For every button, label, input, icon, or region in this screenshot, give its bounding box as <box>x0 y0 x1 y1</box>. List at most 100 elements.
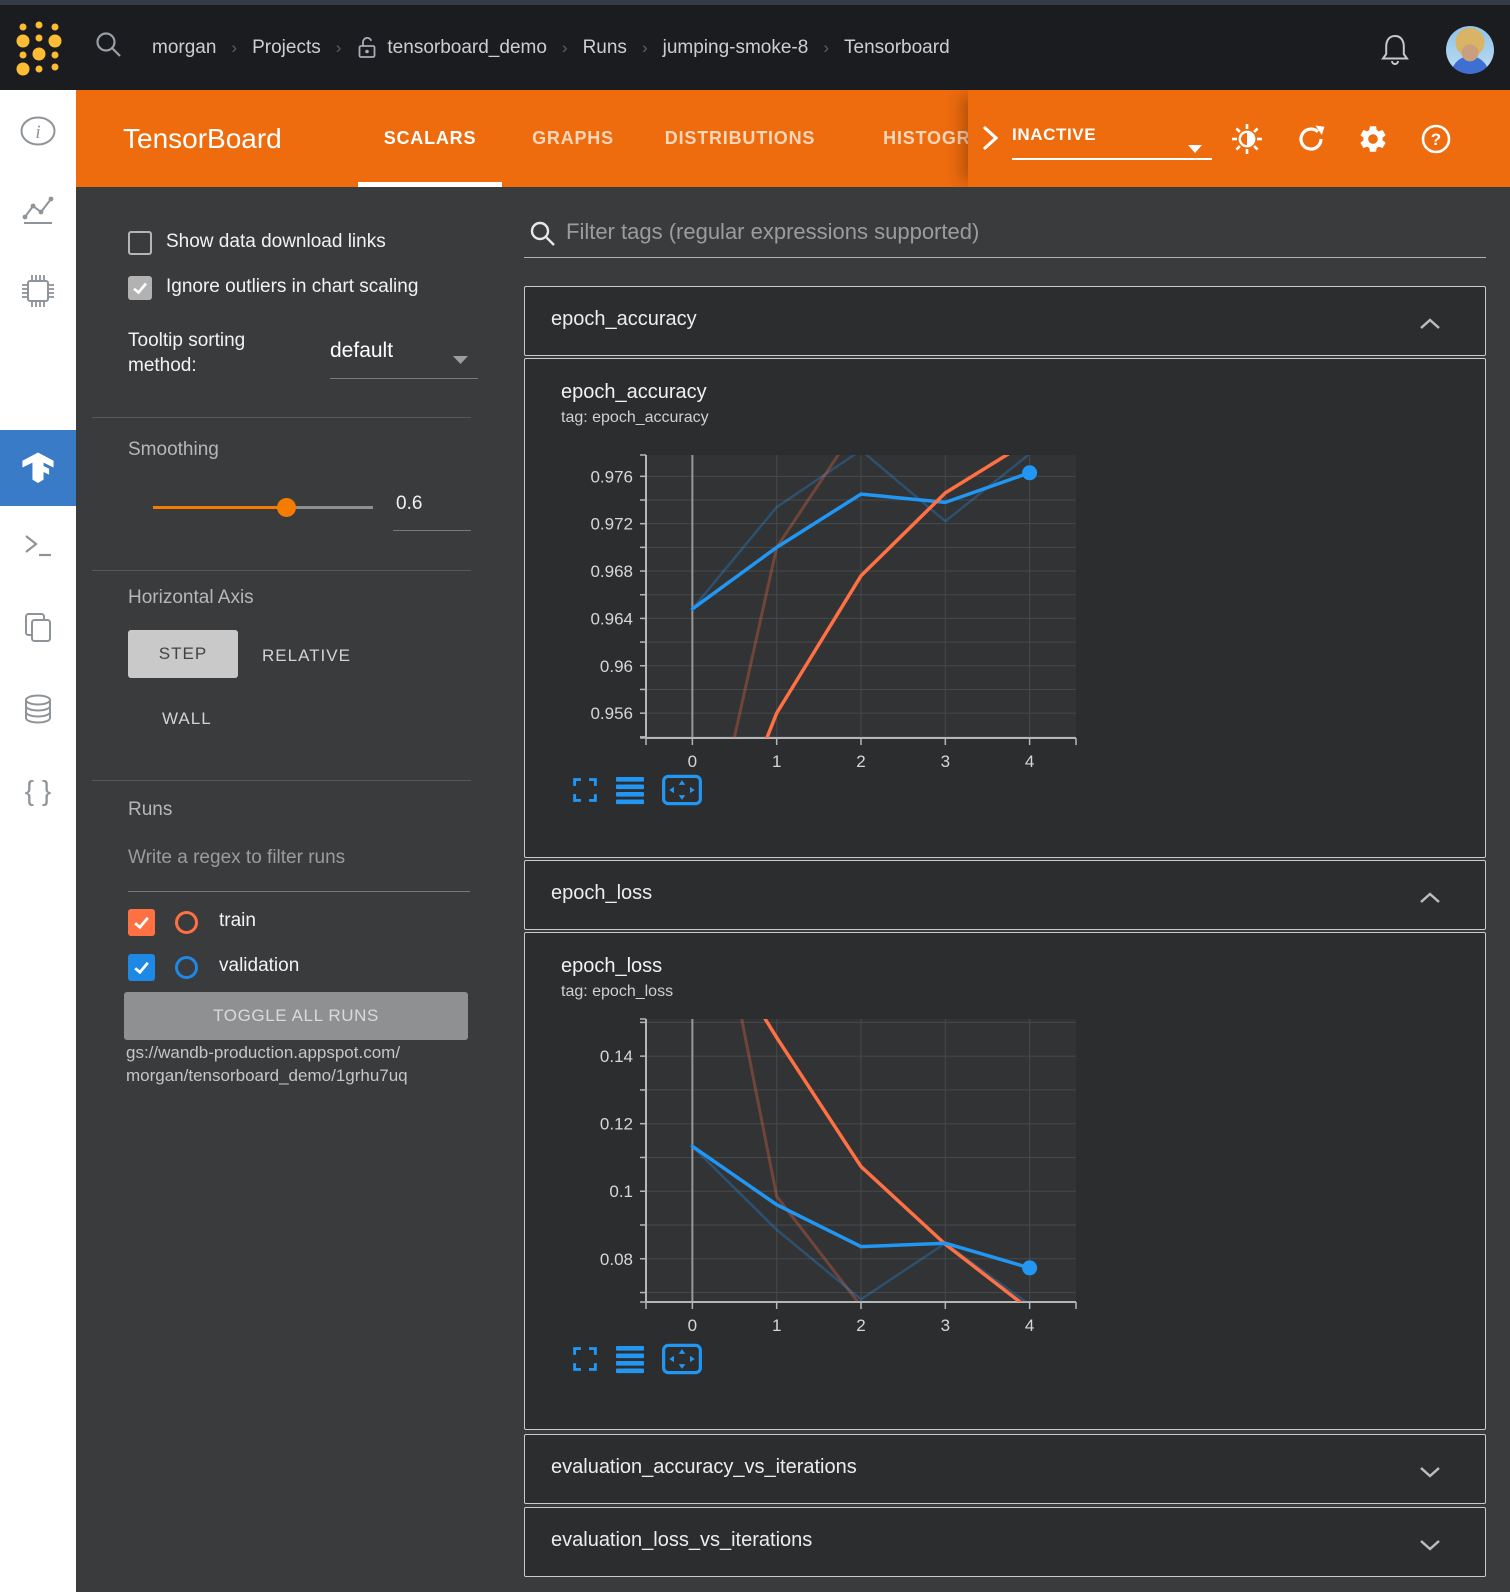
chevron-up-icon[interactable] <box>1419 317 1441 335</box>
chevron-up-icon[interactable] <box>1419 891 1441 909</box>
refresh-icon[interactable] <box>1295 123 1327 155</box>
ignore-outliers-checkbox[interactable] <box>128 276 152 300</box>
tooltip-sorting-label-line1: Tooltip sorting <box>128 330 246 351</box>
run-train-color-swatch <box>175 911 198 934</box>
section-title: epoch_accuracy <box>551 308 697 330</box>
breadcrumb-separator: › <box>823 37 830 57</box>
fullscreen-icon[interactable] <box>571 776 599 804</box>
status-select[interactable]: INACTIVE <box>1012 118 1212 160</box>
breadcrumb-tensorboard[interactable]: Tensorboard <box>844 36 950 58</box>
sidebar-item-info[interactable]: i <box>0 93 76 169</box>
chevron-down-icon[interactable] <box>1419 1465 1441 1483</box>
run-train-checkbox[interactable] <box>128 909 155 936</box>
runs-regex-input[interactable]: Write a regex to filter runs <box>128 847 346 868</box>
svg-text:2: 2 <box>856 752 865 771</box>
axis-step-button[interactable]: STEP <box>128 630 238 678</box>
show-download-links-checkbox[interactable] <box>128 231 152 255</box>
section-header-evaluation-accuracy[interactable]: evaluation_accuracy_vs_iterations <box>524 1434 1486 1504</box>
lock-open-icon <box>356 36 378 60</box>
fit-domain-icon[interactable] <box>661 1343 703 1375</box>
section-header-evaluation-loss[interactable]: evaluation_loss_vs_iterations <box>524 1507 1486 1577</box>
smoothing-slider-fill <box>153 506 286 509</box>
epoch-accuracy-chart[interactable]: 0 1 2 3 4 0.976 0.972 0.968 0.964 0.96 0.956 <box>547 449 1127 779</box>
section-title: epoch_loss <box>551 882 653 904</box>
run-validation-label: validation <box>219 955 300 976</box>
sidebar-item-artifacts[interactable] <box>0 671 76 747</box>
svg-text:4: 4 <box>1025 752 1034 771</box>
filter-tags-input[interactable]: Filter tags (regular expressions support… <box>566 219 980 244</box>
horizontal-axis-label: Horizontal Axis <box>128 587 254 608</box>
breadcrumb-project[interactable]: tensorboard_demo <box>387 36 547 58</box>
chart-title: epoch_loss <box>561 955 663 977</box>
section-header-epoch-accuracy[interactable]: epoch_accuracy <box>524 286 1486 356</box>
caret-down-icon <box>1188 132 1202 166</box>
data-lines-icon[interactable] <box>615 1344 645 1374</box>
svg-text:0.968: 0.968 <box>590 562 633 581</box>
section-header-epoch-loss[interactable]: epoch_loss <box>524 860 1486 930</box>
tensorboard-tabs: SCALARS GRAPHS DISTRIBUTIONS HISTOGRAMS <box>76 90 968 187</box>
smoothing-value-underline <box>393 530 471 531</box>
sidebar-item-config[interactable]: { } <box>0 753 76 829</box>
tensorflow-icon <box>22 452 54 483</box>
tooltip-sorting-select[interactable]: default <box>330 339 394 362</box>
chevron-down-icon[interactable] <box>1419 1538 1441 1556</box>
wandb-logo-icon[interactable] <box>0 5 76 90</box>
browser-top-strip <box>0 0 1510 5</box>
settings-gear-icon[interactable] <box>1357 123 1389 155</box>
sidebar-item-charts[interactable] <box>0 172 76 248</box>
svg-text:0.972: 0.972 <box>590 515 633 534</box>
fit-domain-icon[interactable] <box>661 774 703 806</box>
sidebar-item-logs[interactable] <box>0 507 76 583</box>
show-download-links-label: Show data download links <box>166 231 386 252</box>
svg-text:{ }: { } <box>25 775 51 806</box>
tensorboard-header: TensorBoard SCALARS GRAPHS DISTRIBUTIONS… <box>76 90 1510 187</box>
tab-graphs[interactable]: GRAPHS <box>532 128 614 148</box>
data-lines-icon[interactable] <box>615 775 645 805</box>
chevron-right-icon[interactable] <box>974 122 1006 154</box>
sidebar-item-files[interactable] <box>0 589 76 665</box>
user-avatar[interactable] <box>1446 26 1494 74</box>
tab-distributions[interactable]: DISTRIBUTIONS <box>664 128 816 148</box>
epoch-loss-chart[interactable]: 0 1 2 3 4 0.14 0.12 0.1 0.08 <box>547 1013 1127 1343</box>
filter-tags-underline <box>524 257 1486 258</box>
section-title: evaluation_loss_vs_iterations <box>551 1529 813 1551</box>
svg-text:4: 4 <box>1025 1316 1034 1335</box>
divider <box>92 570 471 571</box>
svg-text:3: 3 <box>941 752 950 771</box>
run-train-label: train <box>219 910 256 931</box>
smoothing-slider-knob[interactable] <box>277 498 296 517</box>
smoothing-value[interactable]: 0.6 <box>396 493 423 514</box>
breadcrumb-user[interactable]: morgan <box>152 36 217 58</box>
bell-icon[interactable] <box>1378 32 1412 73</box>
fullscreen-icon[interactable] <box>571 1345 599 1373</box>
chart-tag: tag: epoch_accuracy <box>561 409 709 426</box>
tab-scalars[interactable]: SCALARS <box>358 90 502 187</box>
brightness-icon[interactable] <box>1231 123 1263 155</box>
breadcrumb-separator: › <box>561 37 568 57</box>
sidebar-item-system[interactable] <box>0 253 76 329</box>
toggle-all-runs-button[interactable]: TOGGLE ALL RUNS <box>124 992 468 1040</box>
axis-wall-button[interactable]: WALL <box>162 709 212 728</box>
smoothing-slider[interactable] <box>153 498 373 517</box>
axis-relative-button[interactable]: RELATIVE <box>262 646 351 665</box>
sidebar-item-tensorboard[interactable] <box>0 430 76 506</box>
svg-text:?: ? <box>1431 130 1441 149</box>
breadcrumb-runs[interactable]: Runs <box>582 36 627 58</box>
svg-text:1: 1 <box>772 752 781 771</box>
check-icon <box>134 916 149 930</box>
svg-text:0.96: 0.96 <box>600 657 633 676</box>
breadcrumb-run[interactable]: jumping-smoke-8 <box>662 36 809 58</box>
smoothing-label: Smoothing <box>128 439 219 460</box>
search-icon <box>529 220 557 253</box>
svg-text:0.1: 0.1 <box>609 1182 633 1201</box>
gs-path-line2: morgan/tensorboard_demo/1grhu7uq <box>126 1066 408 1085</box>
svg-text:0: 0 <box>688 752 697 771</box>
breadcrumb-projects[interactable]: Projects <box>252 36 321 58</box>
chart-actions <box>571 774 703 806</box>
search-icon[interactable] <box>94 30 124 65</box>
svg-text:0.12: 0.12 <box>600 1115 633 1134</box>
breadcrumb-separator: › <box>335 37 342 57</box>
tab-histograms[interactable]: HISTOGRAMS <box>883 128 968 148</box>
run-validation-checkbox[interactable] <box>128 954 155 981</box>
help-icon[interactable]: ? <box>1420 123 1452 155</box>
